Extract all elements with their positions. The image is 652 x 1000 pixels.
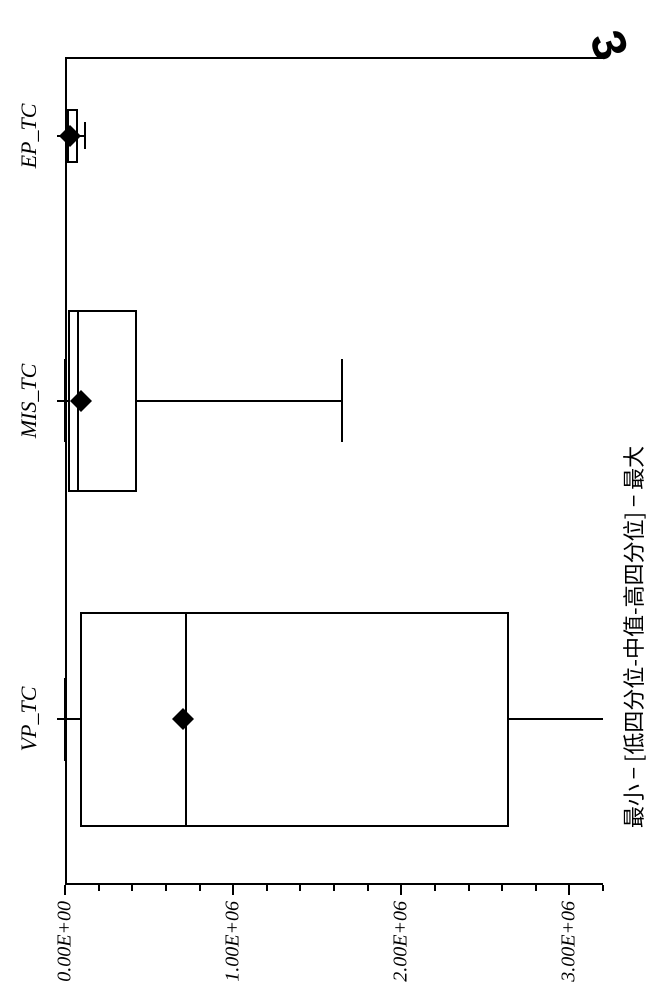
x-minor-tick — [299, 885, 301, 891]
x-minor-tick — [98, 885, 100, 891]
x-tick-label: 2.00E+06 — [390, 901, 413, 982]
y-category-label: MIS_TC — [16, 363, 42, 438]
x-minor-tick — [535, 885, 537, 891]
boxplot-cap-high — [84, 122, 86, 148]
x-minor-tick — [602, 885, 604, 891]
mean-diamond-icon — [59, 125, 81, 147]
mean-diamond-icon — [70, 390, 92, 412]
x-minor-tick — [468, 885, 470, 891]
y-category-label: VP_TC — [16, 687, 42, 752]
x-tick-label: 3.00E+06 — [558, 901, 581, 982]
x-major-tick — [232, 885, 234, 895]
boxplot-cap-low — [64, 359, 66, 442]
x-tick-label: 1.00E+06 — [222, 901, 245, 982]
x-minor-tick — [266, 885, 268, 891]
x-tick-label: 0.00E+00 — [54, 901, 77, 982]
chart-page: 3 0.00E+001.00E+062.00E+063.00E+06 EP_TC… — [0, 0, 652, 1000]
x-major-tick — [64, 885, 66, 895]
boxplot-whisker-low — [65, 718, 80, 720]
boxplot-cap-low — [64, 678, 66, 761]
boxplot-cap-high — [341, 359, 343, 442]
x-minor-tick — [501, 885, 503, 891]
x-major-tick — [400, 885, 402, 895]
x-minor-tick — [434, 885, 436, 891]
x-minor-tick — [367, 885, 369, 891]
boxplot-box — [80, 612, 509, 827]
boxplot-whisker-high — [137, 400, 342, 402]
x-minor-tick — [165, 885, 167, 891]
boxplot-whisker-high — [509, 718, 603, 720]
x-minor-tick — [131, 885, 133, 891]
y-category-label: EP_TC — [16, 103, 42, 168]
x-minor-tick — [199, 885, 201, 891]
mean-diamond-icon — [172, 708, 194, 730]
x-minor-tick — [333, 885, 335, 891]
x-major-tick — [568, 885, 570, 895]
boxplot-key-caption: 最小 − [低四分位-中值-高四分位] − 最大 — [617, 445, 649, 827]
